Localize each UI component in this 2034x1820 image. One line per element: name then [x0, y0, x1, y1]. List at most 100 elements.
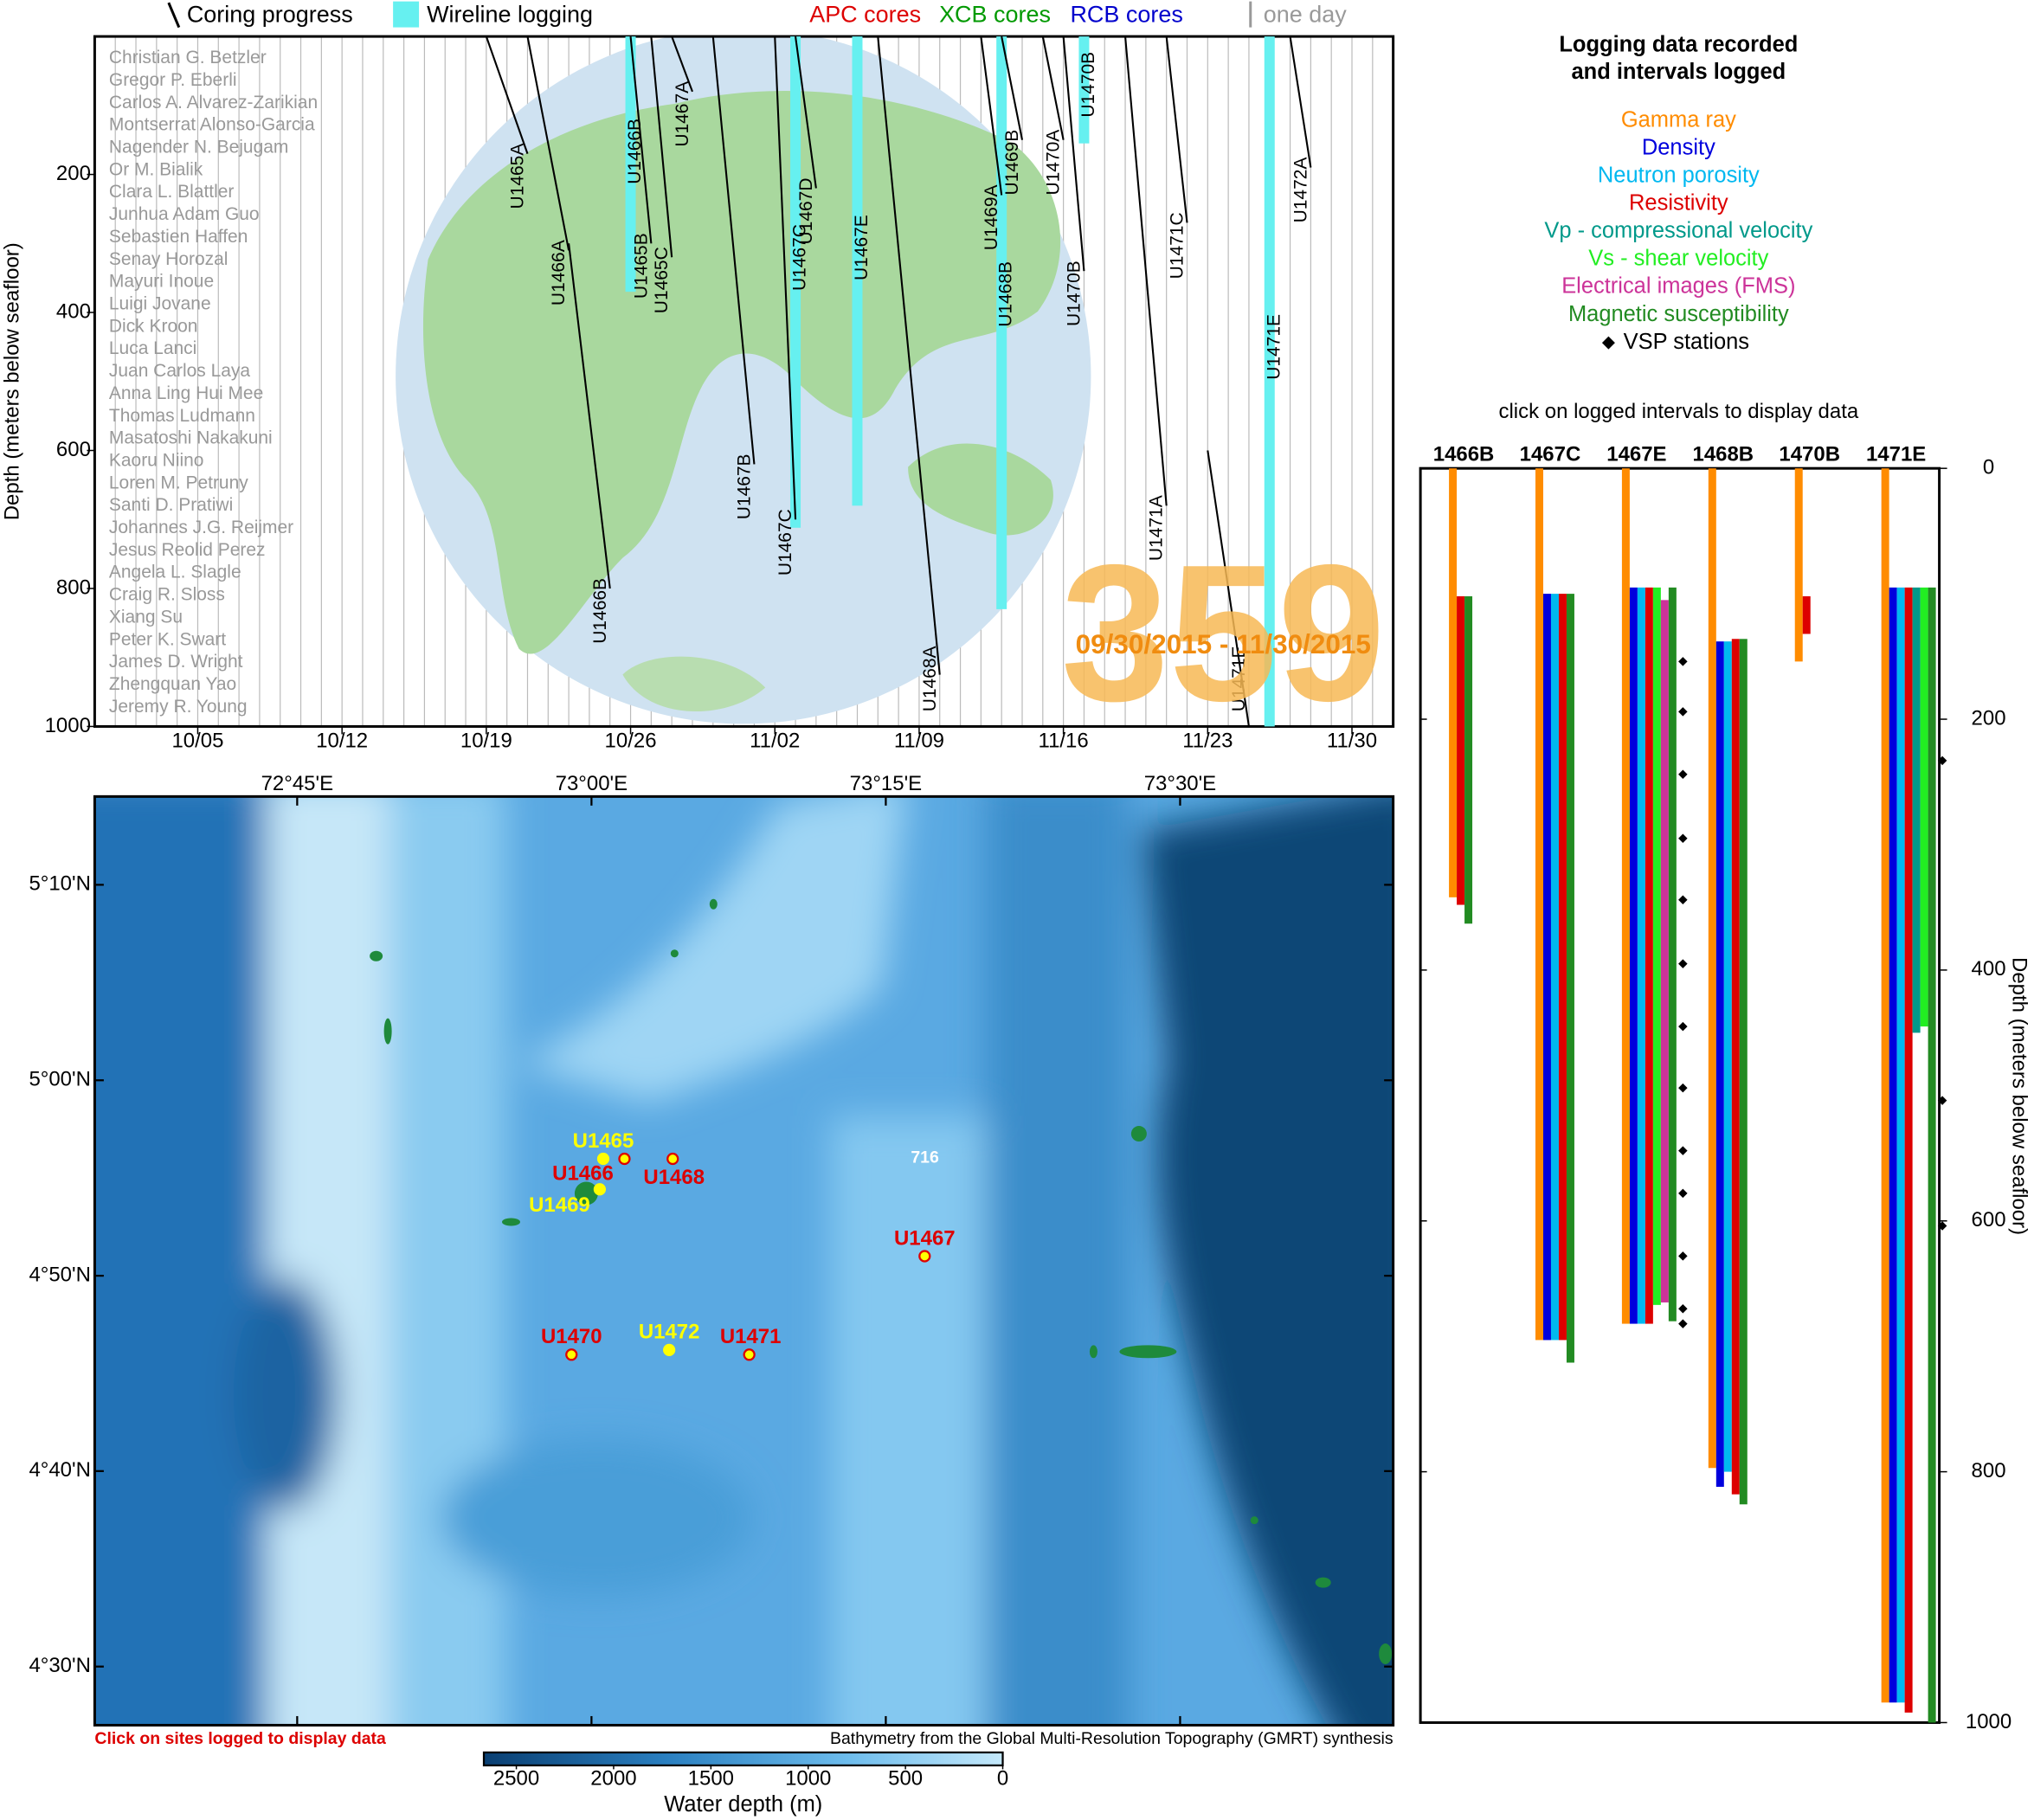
wireline-bar[interactable]	[852, 36, 863, 506]
continent	[908, 443, 1053, 536]
site-label[interactable]: U1466	[552, 1161, 614, 1185]
log-interval[interactable]	[1464, 596, 1473, 924]
hole-label: U1467D	[796, 178, 816, 245]
legend-label[interactable]: Vp - compressional velocity	[1544, 219, 1812, 243]
colorbar-tick-label: 1000	[785, 1767, 831, 1791]
legend-label[interactable]: Vs - shear velocity	[1588, 247, 1768, 271]
legend-label[interactable]: Gamma ray	[1621, 107, 1736, 132]
log-interval[interactable]	[1723, 641, 1732, 1472]
site-marker[interactable]	[565, 1348, 578, 1361]
log-interval[interactable]	[1889, 587, 1897, 1703]
log-interval[interactable]	[1566, 594, 1574, 1363]
category-label[interactable]: 1468B	[1692, 443, 1754, 466]
y-tick-label: 800	[1972, 1459, 2006, 1482]
logging-title: Logging data recorded	[1559, 32, 1798, 56]
log-interval[interactable]	[1920, 587, 1928, 1027]
legend-label: XCB cores	[939, 1, 1051, 27]
site-label[interactable]: U1472	[639, 1321, 700, 1344]
log-interval[interactable]	[1715, 641, 1724, 1487]
site-marker[interactable]	[743, 1348, 756, 1361]
site-label[interactable]: U1468	[643, 1166, 705, 1189]
log-interval[interactable]	[1449, 468, 1458, 897]
log-interval[interactable]	[1881, 468, 1889, 1703]
category-label[interactable]: 1467E	[1606, 443, 1666, 466]
log-interval[interactable]	[1708, 468, 1716, 1469]
hole-label: U1466A	[549, 240, 569, 305]
site-marker[interactable]	[663, 1343, 676, 1356]
site-label[interactable]: U1467	[894, 1226, 956, 1250]
log-interval[interactable]	[1558, 594, 1567, 1341]
hole-label: U1471A	[1147, 495, 1167, 561]
coring-line	[629, 36, 653, 244]
coring-line	[1124, 36, 1168, 506]
log-interval[interactable]	[1739, 639, 1748, 1505]
log-interval[interactable]	[1629, 587, 1638, 1324]
site-label[interactable]: U1465	[573, 1129, 634, 1153]
log-interval[interactable]	[1550, 594, 1559, 1341]
y-tick-label: 200	[1972, 706, 2006, 730]
islands	[370, 898, 1393, 1665]
hole-label: U1467B	[734, 453, 754, 519]
y-tick-label: 4°50'N	[29, 1263, 90, 1286]
log-interval[interactable]	[1645, 587, 1653, 1324]
category-label[interactable]: 1466B	[1433, 443, 1495, 466]
participant: Craig R. Sloss	[109, 585, 225, 605]
log-interval[interactable]	[1637, 587, 1645, 1324]
wireline-bar[interactable]	[625, 36, 636, 293]
map-note[interactable]: Click on sites logged to display data	[94, 1729, 386, 1748]
category-label[interactable]: 1470B	[1779, 443, 1840, 466]
wireline-bar[interactable]	[1078, 36, 1090, 144]
log-interval[interactable]	[1652, 587, 1661, 1305]
site-marker[interactable]	[596, 1152, 610, 1166]
wireline-bar[interactable]	[1264, 36, 1275, 727]
site-label[interactable]: U1469	[529, 1193, 590, 1217]
legend-label[interactable]: Resistivity	[1629, 190, 1728, 215]
hole-label: U1471E	[1229, 646, 1249, 712]
log-interval[interactable]	[1542, 594, 1551, 1341]
log-interval[interactable]	[1794, 468, 1803, 662]
participant: Peter K. Swart	[109, 629, 226, 649]
site-label[interactable]: U1470	[541, 1325, 602, 1348]
log-interval[interactable]	[1928, 587, 1936, 1723]
participant: Sebastien Haffen	[109, 227, 248, 247]
vsp-station	[1678, 833, 1688, 843]
category-label[interactable]: 1471E	[1866, 443, 1926, 466]
log-interval[interactable]	[1896, 587, 1905, 1703]
participant: Dick Kroon	[109, 316, 198, 336]
site-marker[interactable]	[666, 1152, 679, 1166]
log-interval[interactable]	[1912, 587, 1921, 1033]
participant: Mayuri Inoue	[109, 272, 214, 292]
legend-icon	[1249, 1, 1252, 28]
bathymetry	[94, 796, 1394, 1726]
legend-label[interactable]: Density	[1642, 135, 1715, 159]
log-interval[interactable]	[1668, 587, 1677, 1322]
x-tick-label: 11/23	[1182, 730, 1233, 753]
log-interval[interactable]	[1621, 468, 1630, 1324]
site-marker[interactable]	[593, 1183, 607, 1196]
log-interval[interactable]	[1731, 639, 1740, 1495]
coring-line	[1001, 35, 1024, 140]
legend-label[interactable]: Neutron porosity	[1598, 163, 1760, 187]
legend-label[interactable]: Electrical images (FMS)	[1561, 274, 1795, 299]
site-marker[interactable]	[618, 1152, 631, 1166]
legend-label: VSP stations	[1624, 330, 1749, 354]
site-label[interactable]: U1471	[720, 1325, 782, 1348]
site-marker[interactable]	[918, 1250, 931, 1263]
category-label[interactable]: 1467C	[1520, 443, 1581, 466]
log-interval[interactable]	[1457, 596, 1465, 905]
wireline-bar[interactable]	[790, 36, 801, 528]
log-interval[interactable]	[1660, 600, 1669, 1302]
legend-label[interactable]: Magnetic susceptibility	[1568, 302, 1789, 326]
log-interval[interactable]	[1802, 596, 1811, 634]
log-interval[interactable]	[1904, 587, 1913, 1713]
coring-line	[568, 243, 611, 589]
wireline-bar[interactable]	[996, 36, 1007, 609]
log-interval[interactable]	[1535, 468, 1543, 1341]
y-tick-label: 1000	[1966, 1710, 2011, 1733]
y-tick-label: 1000	[45, 714, 91, 737]
logging-data: 0 200 400 600 800 1000 Gamma ray Density Neutron…	[1420, 107, 2011, 1733]
y-tick-label: 4°30'N	[29, 1654, 90, 1677]
coring-line	[671, 35, 693, 93]
